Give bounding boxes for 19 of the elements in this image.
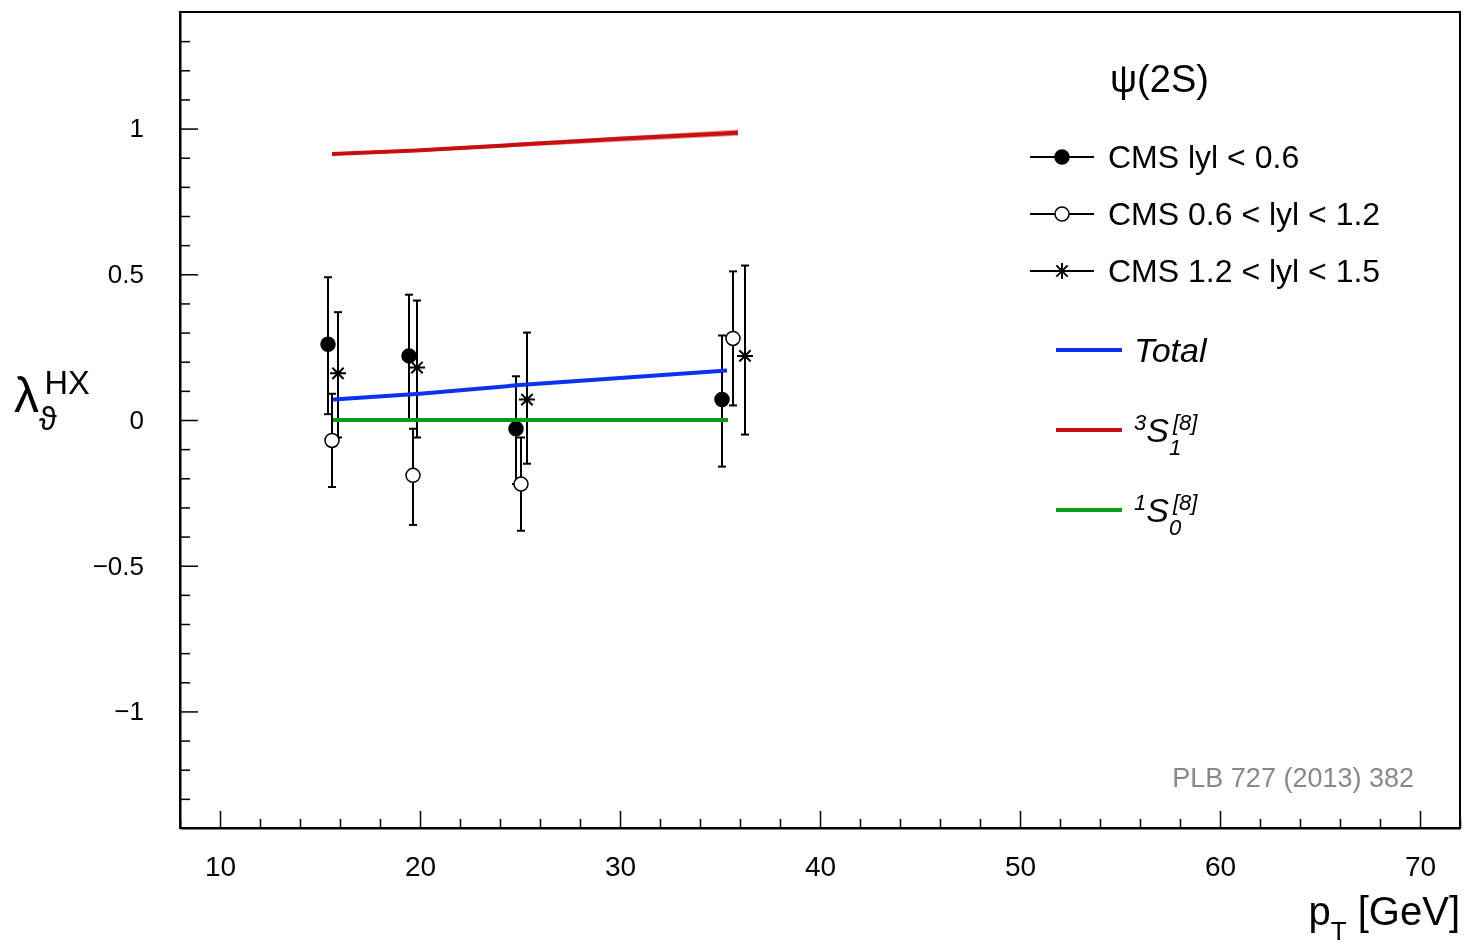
y-tick-label: 1 bbox=[129, 113, 144, 144]
annotation: PLB 727 (2013) 382 bbox=[1172, 763, 1414, 793]
x-axis-title: p$_{T}$ [GeV] bbox=[1308, 889, 1460, 946]
y-tick-label: −0.5 bbox=[92, 550, 144, 581]
x-tick-label: 10 bbox=[204, 850, 237, 882]
legend-label: CMS 0.6 < lyl < 1.2 bbox=[1108, 196, 1381, 233]
legend-label: CMS 1.2 < lyl < 1.5 bbox=[1108, 253, 1381, 290]
legend-label: CMS lyl < 0.6 bbox=[1108, 139, 1300, 176]
x-tick-label: 40 bbox=[804, 850, 837, 882]
x-tick-label: 50 bbox=[1004, 850, 1037, 882]
x-tick-label: 70 bbox=[1404, 850, 1437, 882]
x-tick-label: 30 bbox=[604, 850, 637, 882]
y-tick-label: 0 bbox=[129, 404, 144, 435]
legend-label: Total bbox=[1134, 330, 1208, 369]
y-tick-label: −1 bbox=[114, 696, 144, 727]
x-tick-label: 60 bbox=[1204, 850, 1237, 882]
legend-title: ψ(2S) bbox=[1110, 58, 1209, 100]
x-tick-label: 20 bbox=[404, 850, 437, 882]
y-tick-label: 0.5 bbox=[107, 259, 144, 290]
